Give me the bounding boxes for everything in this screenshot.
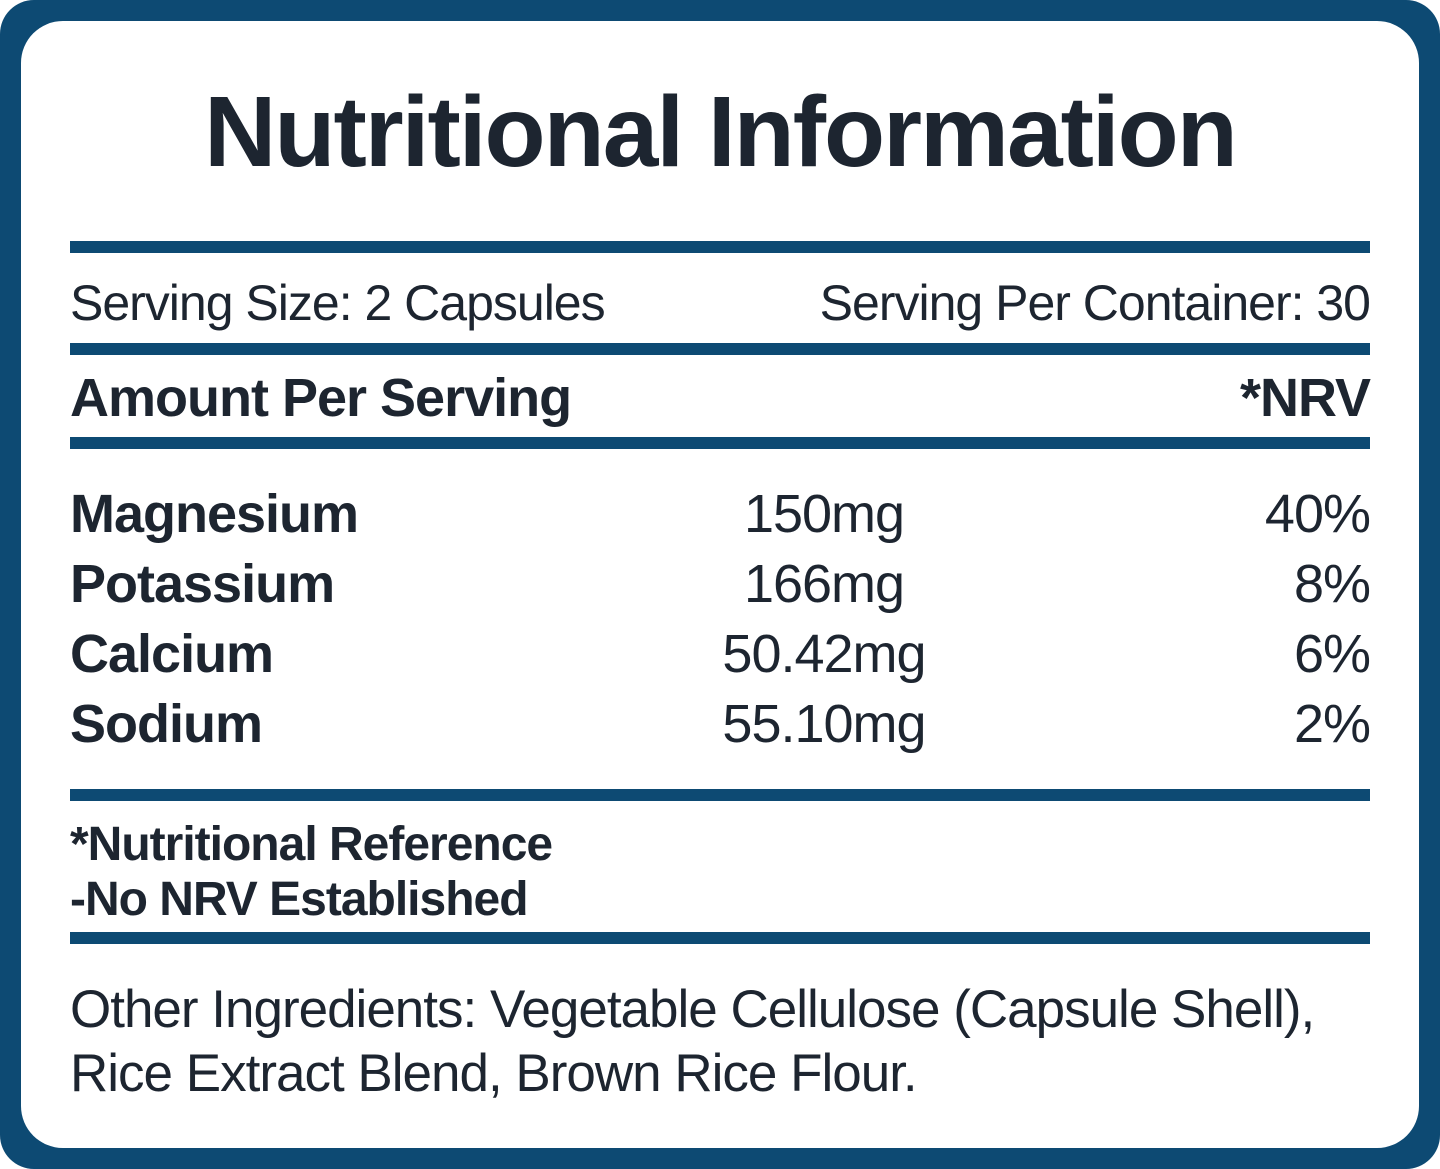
divider-serving (70, 343, 1370, 355)
table-header-row: Amount Per Serving *NRV (70, 355, 1371, 437)
footnote-line-1: *Nutritional Reference (70, 818, 553, 871)
divider-footnote-bottom (70, 932, 1370, 944)
nutrition-panel: Nutritional Information Serving Size: 2 … (21, 21, 1419, 1148)
amount-per-serving-header: Amount Per Serving (70, 368, 572, 428)
nutrient-row: Calcium 50.42mg 6% (70, 619, 1371, 689)
nutrient-amount: 50.42mg (722, 624, 926, 684)
nutrient-row: Sodium 55.10mg 2% (70, 689, 1371, 759)
nutrient-nrv: 2% (1293, 694, 1371, 754)
nutrient-name: Sodium (70, 694, 263, 754)
serving-per-container: Serving Per Container: 30 (819, 275, 1371, 331)
nutrient-name: Magnesium (70, 484, 359, 544)
nutrient-amount: 166mg (743, 554, 905, 614)
nutrient-row: Potassium 166mg 8% (70, 549, 1371, 619)
divider-top (70, 241, 1370, 253)
nutrient-name: Potassium (70, 554, 335, 614)
nrv-header: *NRV (1239, 368, 1371, 428)
divider-footnote-top (70, 789, 1370, 801)
nrv-footnote: *Nutritional Reference -No NRV Establish… (70, 801, 1370, 927)
serving-size: Serving Size: 2 Capsules (70, 275, 606, 331)
nutrient-nrv: 6% (1293, 624, 1371, 684)
panel-title: Nutritional Information (204, 76, 1238, 188)
nutrient-nrv: 40% (1264, 484, 1371, 544)
divider-header (70, 437, 1370, 449)
serving-row: Serving Size: 2 Capsules Serving Per Con… (70, 253, 1371, 343)
nutrient-name: Calcium (70, 624, 274, 684)
other-ingredients-text: Other Ingredients: Vegetable Cellulose (… (70, 980, 1315, 1103)
nutrient-nrv: 8% (1293, 554, 1371, 614)
nutrient-row: Magnesium 150mg 40% (70, 479, 1371, 549)
nutrient-table: Magnesium 150mg 40% Potassium 166mg 8% C… (70, 449, 1371, 759)
footnote-line-2: -No NRV Established (70, 873, 529, 926)
nutrient-amount: 55.10mg (722, 694, 926, 754)
nutrient-amount: 150mg (743, 484, 905, 544)
